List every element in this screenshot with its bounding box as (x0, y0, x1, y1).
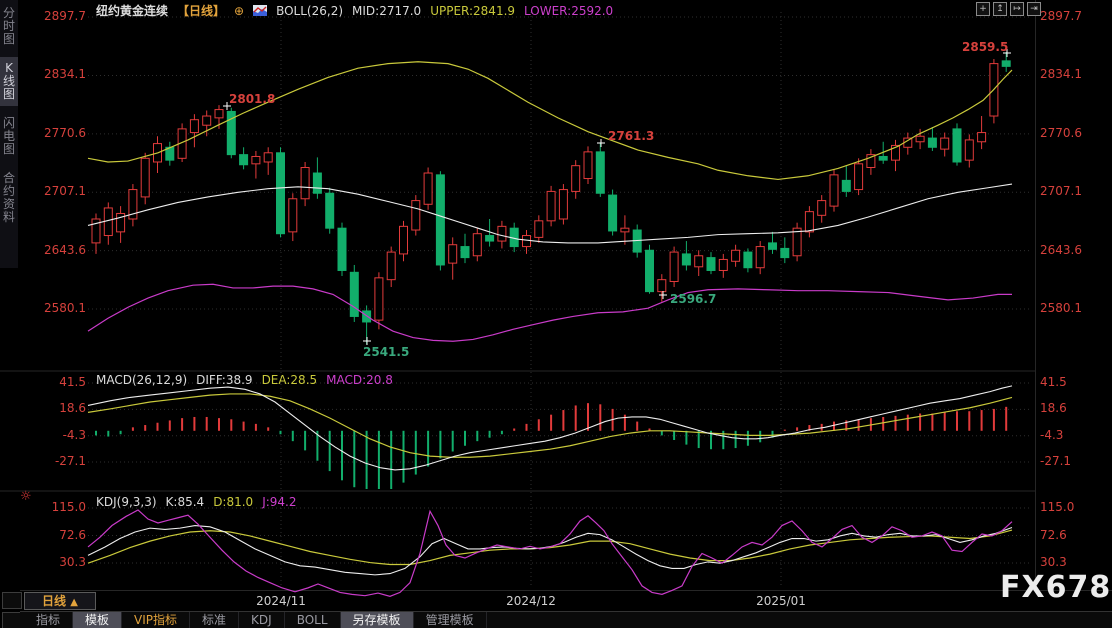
main-axis-left-1: 2834.1 (44, 67, 86, 82)
main-axis-left-4: 2643.6 (44, 242, 86, 257)
kdj-axis-right-2: 30.3 (1040, 555, 1067, 569)
symbol-name: 纽约黄金连续 (96, 4, 169, 18)
macd-axis-right-1: 18.6 (1040, 401, 1067, 416)
boll-upper-value: UPPER:2841.9 (430, 3, 516, 18)
boll-upper-line (87, 61, 1013, 181)
sidebar-item-2[interactable]: K线图 (0, 57, 18, 106)
extreme-markers (223, 49, 1011, 345)
chevron-up-icon: ▲ (70, 597, 78, 608)
price-annotation-2761.3: 2761.3 (608, 129, 655, 143)
main-axis-right-1: 2834.1 (1040, 67, 1082, 82)
kdj-axis-right-1: 72.6 (1040, 527, 1067, 542)
macd-macd-value: MACD:20.8 (326, 373, 393, 387)
macd-axis-right-3: -27.1 (1040, 454, 1072, 468)
kdj-axis-left-0: 115.0 (51, 500, 86, 514)
period-selector-label: 日线 (42, 594, 67, 608)
tab-6[interactable]: BOLL (285, 612, 341, 628)
macd-axis-left-0: 41.5 (59, 375, 86, 389)
macd-dea-line (87, 393, 1013, 458)
tab-5[interactable]: KDJ (239, 612, 285, 628)
tab-3[interactable]: VIP指标 (122, 612, 191, 628)
macd-axis-left-3: -27.1 (54, 454, 86, 468)
macd-header: MACD(26,12,9) DIFF:38.9 DEA:28.5 MACD:20… (96, 373, 393, 387)
main-axis-right-2: 2770.6 (1040, 125, 1082, 140)
price-annotation-2541.5: 2541.5 (363, 345, 410, 359)
period-tag: 【日线】 (177, 4, 226, 18)
chart-type-icon[interactable] (253, 5, 268, 16)
kdj-axis-left-2: 30.3 (59, 555, 86, 569)
sidebar-item-3[interactable]: 闪电图 (2, 116, 15, 156)
axis-scale-right-icon[interactable]: ↦ (1010, 2, 1024, 16)
kdj-d-value: D:81.0 (213, 495, 254, 509)
macd-axis-left-2: -4.3 (62, 427, 86, 442)
kdj-k-value: K:85.4 (165, 495, 205, 509)
boll-lower-line (87, 283, 1012, 342)
macd-dea-value: DEA:28.5 (261, 373, 318, 387)
kdj-j-value: J:94.2 (262, 495, 297, 509)
sidebar-item-4[interactable]: 合约资料 (2, 171, 15, 224)
macd-indicator-label: MACD(26,12,9) (96, 373, 188, 387)
main-axis-right-4: 2643.6 (1040, 242, 1082, 257)
tab-8[interactable]: 管理模板 (414, 612, 487, 628)
corner-box-bottom (2, 612, 22, 628)
kdj-header: KDJ(9,3,3) K:85.4 D:81.0 J:94.2 (96, 495, 297, 509)
kdj-settings-icon[interactable]: ☼ (20, 489, 32, 504)
main-axis-right-0: 2897.7 (1040, 9, 1082, 23)
kdj-d-line (87, 529, 1013, 566)
macd-axis-left-1: 18.6 (59, 401, 86, 416)
tab-7[interactable]: 另存模板 (340, 612, 414, 628)
kdj-axis-right-0: 115.0 (1040, 500, 1075, 514)
tab-1[interactable]: 指标 (24, 612, 74, 628)
x-axis-label-2024/11: 2024/11 (256, 594, 306, 608)
price-annotation-2596.7: 2596.7 (670, 292, 717, 306)
macd-diff-value: DIFF:38.9 (196, 373, 253, 387)
boll-lower-value: LOWER:2592.0 (524, 3, 614, 18)
bottom-tab-bar: 指标 模板 VIP指标 标准 KDJ BOLL 另存模板 管理模板 (20, 611, 1112, 628)
kdj-axis-left-1: 72.6 (59, 527, 86, 542)
kdj-j-line (87, 509, 1013, 597)
price-annotation-2801.8: 2801.8 (229, 92, 276, 106)
kdj-indicator-label: KDJ(9,3,3) (96, 495, 157, 509)
macd-diff-line (87, 385, 1013, 471)
main-axis-left-5: 2580.1 (44, 301, 86, 315)
boll-mid-value: MID:2717.0 (352, 3, 422, 18)
candlestick-series (91, 52, 1011, 345)
macd-axis-right-0: 41.5 (1040, 375, 1067, 389)
macd-axis-right-2: -4.3 (1040, 427, 1064, 442)
watermark: FX678 (1000, 570, 1112, 605)
main-axis-left-3: 2707.1 (44, 184, 86, 199)
tab-2[interactable]: 模板 (73, 612, 123, 628)
x-axis-label-2025/01: 2025/01 (756, 594, 806, 608)
tab-4[interactable]: 标准 (190, 612, 240, 628)
macd-histogram (95, 403, 1008, 489)
pan-icon[interactable]: + (976, 2, 990, 16)
exit-chart-icon[interactable]: ⇥ (1027, 2, 1041, 16)
price-annotation-2859.5: 2859.5 (962, 40, 1009, 54)
kdj-k-line (87, 524, 1013, 576)
main-axis-right-5: 2580.1 (1040, 301, 1082, 315)
add-indicator-icon[interactable]: ⊕ (234, 3, 245, 18)
main-axis-left-0: 2897.7 (44, 9, 86, 23)
boll-indicator-label: BOLL(26,2) (276, 3, 344, 18)
main-axis-right-3: 2707.1 (1040, 184, 1082, 199)
main-axis-left-2: 2770.6 (44, 125, 86, 140)
x-axis-label-2024/12: 2024/12 (506, 594, 556, 608)
sidebar: 分时图 K线图闪电图合约资料 (0, 0, 18, 268)
boll-mid-line (87, 183, 1013, 244)
sidebar-item-1[interactable]: 分时图 (2, 6, 15, 46)
chart-header: 纽约黄金连续 【日线】 ⊕ BOLL(26,2) MID:2717.0 UPPE… (96, 2, 613, 19)
axis-scale-up-icon[interactable]: ↥ (993, 2, 1007, 16)
chart-toolbar: + ↥ ↦ ⇥ (976, 2, 1041, 16)
corner-box-top (2, 592, 22, 609)
period-selector[interactable]: 日线 ▲ (24, 592, 96, 610)
